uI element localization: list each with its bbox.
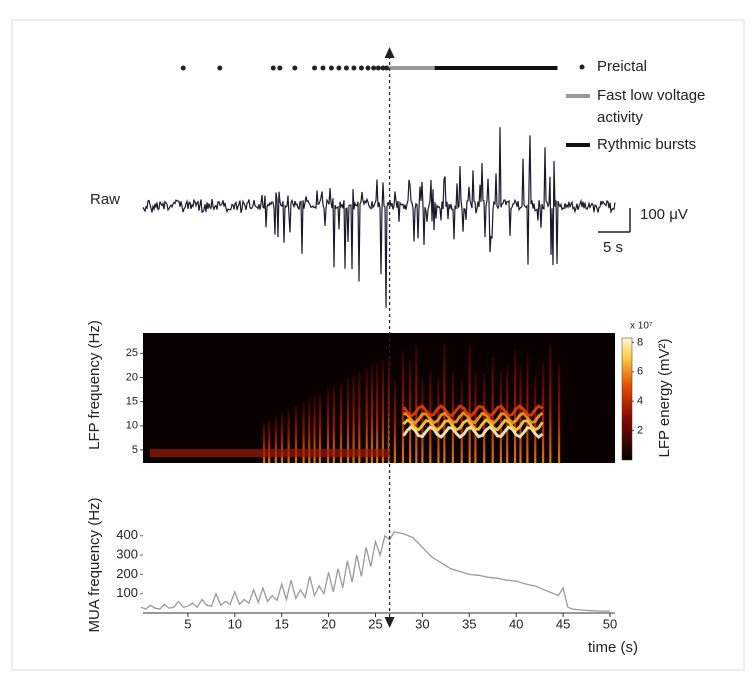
legend-label: Preictal	[597, 56, 737, 78]
scale-amplitude: 100 μV	[640, 206, 688, 223]
y-tick-label: 300	[116, 546, 138, 561]
preictal-dot	[371, 66, 376, 71]
preictal-dot	[351, 66, 356, 71]
preictal-dot	[365, 66, 370, 71]
raw-label: Raw	[90, 191, 120, 208]
colorbar-multiplier: x 10⁷	[630, 321, 653, 332]
x-tick-label: 10	[228, 616, 242, 631]
spectrogram-streak	[371, 365, 373, 463]
x-tick-label: 20	[321, 616, 335, 631]
x-tick-label: 35	[462, 616, 476, 631]
colorbar-label: LFP energy (mV²)	[656, 339, 673, 458]
preictal-dot	[376, 66, 381, 71]
spectrogram-streak	[461, 379, 463, 463]
preictal-dot	[329, 66, 334, 71]
spec-ytick-label: 20	[126, 371, 138, 383]
preictal-dot	[181, 66, 186, 71]
legend-marker	[580, 65, 585, 70]
spectrogram-streak	[421, 379, 423, 463]
spec-ytick-label: 15	[126, 396, 138, 408]
preictal-dot	[277, 66, 282, 71]
preictal-dot	[336, 66, 341, 71]
spectrogram-streak	[409, 360, 411, 463]
spectrogram-streak	[492, 357, 494, 463]
colorbar-tick-label: 6	[637, 366, 643, 378]
spectrogram-streak	[469, 345, 471, 463]
spec-ytick-label: 5	[132, 444, 138, 456]
spectrogram-streak	[526, 355, 528, 463]
spectrogram-streak	[549, 345, 551, 463]
x-tick-label: 50	[603, 616, 617, 631]
spectrogram-base	[150, 449, 390, 457]
preictal-dot	[217, 66, 222, 71]
spectrogram-streak	[558, 364, 560, 463]
x-tick-label: 25	[368, 616, 382, 631]
spec-ytick-label: 10	[126, 420, 138, 432]
spectrogram-streak	[394, 381, 396, 463]
legend-label: Fast low voltage activity	[597, 85, 737, 129]
colorbar	[622, 338, 632, 460]
scale-time: 5 s	[603, 239, 623, 256]
spectrogram-streak	[542, 362, 544, 463]
y-tick-label: 100	[116, 585, 138, 600]
spec-ytick-label: 25	[126, 347, 138, 359]
spectrogram-streak	[474, 373, 476, 463]
spectrogram-streak	[452, 372, 454, 463]
x-tick-label: 30	[415, 616, 429, 631]
y-tick-label: 400	[116, 527, 138, 542]
preictal-dot	[359, 66, 364, 71]
x-tick-label: 40	[509, 616, 523, 631]
colorbar-tick-label: 8	[637, 336, 643, 348]
preictal-dot	[312, 66, 317, 71]
colorbar-tick-label: 2	[637, 425, 643, 437]
colorbar-tick-label: 4	[637, 395, 643, 407]
spectrogram-streak	[483, 374, 485, 463]
y-tick-label: 200	[116, 566, 138, 581]
page: {"chart_data": [ {"type": "trace", "labe…	[0, 0, 756, 683]
preictal-dot	[292, 66, 297, 71]
spec-ylabel: LFP frequency (Hz)	[86, 320, 103, 450]
x-tick-label: 15	[274, 616, 288, 631]
spectrogram-streak	[366, 368, 368, 463]
spectrogram-streak	[382, 360, 384, 463]
spectrogram-streak	[376, 363, 378, 463]
x-tick-label: 45	[556, 616, 570, 631]
preictal-dot	[344, 66, 349, 71]
spectrogram-streak	[443, 344, 445, 463]
mua-ylabel: MUA frequency (Hz)	[86, 497, 103, 632]
x-tick-label: 5	[184, 616, 191, 631]
mua-xlabel: time (s)	[588, 639, 638, 656]
spectrogram-streak	[514, 350, 516, 463]
spectrogram-streak	[415, 345, 417, 463]
preictal-dot	[384, 66, 389, 71]
preictal-dot	[271, 66, 276, 71]
preictal-dot	[320, 66, 325, 71]
legend-label: Rythmic bursts	[597, 134, 737, 156]
